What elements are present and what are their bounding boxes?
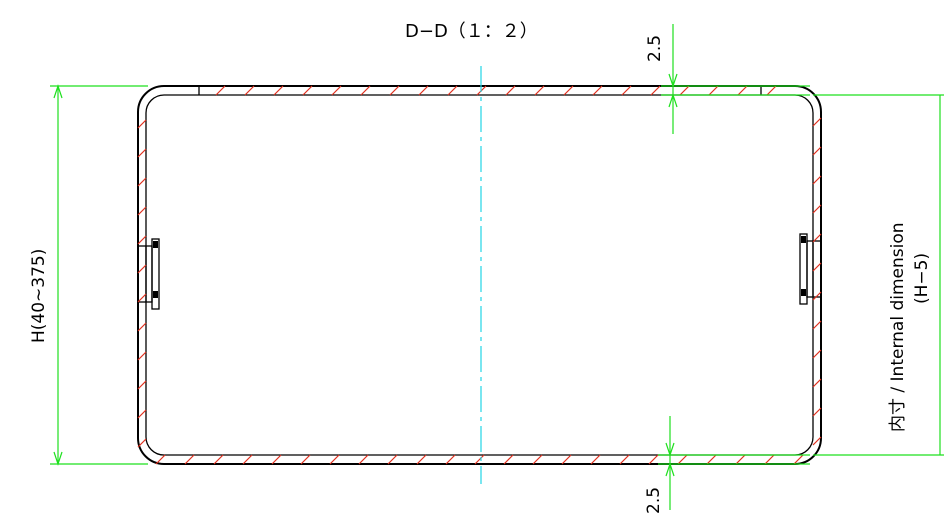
- hatch-line: [677, 454, 688, 465]
- arrow-up-icon: [668, 93, 678, 108]
- hatch-line: [137, 380, 147, 390]
- arrow-up-icon: [53, 84, 63, 99]
- hatch-line: [137, 119, 147, 129]
- hatch-line: [532, 454, 543, 465]
- hatch-line: [213, 454, 224, 465]
- hatch-line: [137, 177, 147, 187]
- hatch-line: [329, 454, 340, 465]
- hatch-line: [619, 454, 630, 465]
- hatch-line: [389, 85, 400, 96]
- hatch-line: [273, 85, 284, 96]
- hatch-line: [793, 454, 804, 465]
- section-outline: [137, 85, 822, 465]
- hatch-line: [735, 454, 746, 465]
- hatch-line: [706, 454, 717, 465]
- hatch-line: [679, 85, 690, 96]
- hatch-line: [503, 454, 514, 465]
- bottom-thickness-label: 2.5: [644, 487, 664, 514]
- hatch-line: [812, 146, 822, 156]
- hatch-line: [590, 454, 601, 465]
- hatch-line: [137, 322, 147, 332]
- bottom-thickness-dimension: [658, 416, 810, 510]
- hatch-line: [812, 349, 822, 359]
- hatch-line: [561, 454, 572, 465]
- hatch-line: [302, 85, 313, 96]
- hatch-line: [737, 85, 748, 96]
- hatch-line: [812, 175, 822, 185]
- top-thickness-dimension: [661, 24, 810, 134]
- hatch-line: [766, 85, 777, 96]
- hatch-line: [242, 454, 253, 465]
- left-latch: [138, 238, 160, 310]
- hatch-right: [812, 117, 822, 446]
- hatch-line: [812, 262, 822, 272]
- hatch-line: [137, 438, 147, 448]
- hatch-line: [137, 264, 147, 274]
- hatch-line: [137, 293, 147, 303]
- hatch-line: [621, 85, 632, 96]
- hatch-top: [215, 85, 777, 96]
- arrow-down-icon: [665, 442, 675, 457]
- internal-dimension-label: 内寸 / Internal dimension: [888, 222, 908, 432]
- arrow-down-icon: [668, 73, 678, 88]
- hatch-line: [137, 409, 147, 419]
- hatch-line: [812, 407, 822, 417]
- hatch-line: [445, 454, 456, 465]
- hatch-line: [137, 148, 147, 158]
- right-latch: [799, 233, 821, 305]
- hatch-line: [416, 454, 427, 465]
- hatch-line: [137, 235, 147, 245]
- hatch-line: [650, 85, 661, 96]
- hatch-line: [563, 85, 574, 96]
- hatch-line: [358, 454, 369, 465]
- top-thickness-label: 2.5: [645, 35, 665, 62]
- hatch-left: [137, 119, 147, 448]
- hatch-line: [505, 85, 516, 96]
- hatch-bottom: [155, 454, 804, 465]
- outer-wall: [137, 85, 822, 465]
- hatch-line: [592, 85, 603, 96]
- hatch-line: [648, 454, 659, 465]
- arrow-down-icon: [53, 451, 63, 466]
- hatch-line: [137, 206, 147, 216]
- hatch-line: [184, 454, 195, 465]
- hatch-line: [447, 85, 458, 96]
- internal-dimension-formula: (H−5): [912, 253, 932, 304]
- hatch-line: [418, 85, 429, 96]
- hatch-line: [155, 454, 166, 465]
- hatch-line: [387, 454, 398, 465]
- internal-dimension: [813, 94, 944, 456]
- height-label: H(40∼375): [29, 249, 49, 343]
- hatch-line: [812, 320, 822, 330]
- hatch-line: [137, 351, 147, 361]
- hatch-line: [812, 436, 822, 446]
- section-title: D−D（１：２）: [405, 21, 538, 42]
- inner-wall: [145, 94, 814, 456]
- hatch-line: [812, 204, 822, 214]
- arrow-up-icon: [665, 462, 675, 477]
- hatch-line: [244, 85, 255, 96]
- hatch-line: [812, 117, 822, 127]
- hatch-line: [300, 454, 311, 465]
- hatch-line: [812, 378, 822, 388]
- hatch-line: [331, 85, 342, 96]
- hatch-line: [360, 85, 371, 96]
- height-dimension: [50, 84, 148, 466]
- hatch-line: [534, 85, 545, 96]
- hatch-line: [708, 85, 719, 96]
- hatch-line: [812, 291, 822, 301]
- hatch-line: [215, 85, 226, 96]
- hatch-line: [764, 454, 775, 465]
- hatch-line: [271, 454, 282, 465]
- hatch-line: [812, 233, 822, 243]
- hatch-line: [474, 454, 485, 465]
